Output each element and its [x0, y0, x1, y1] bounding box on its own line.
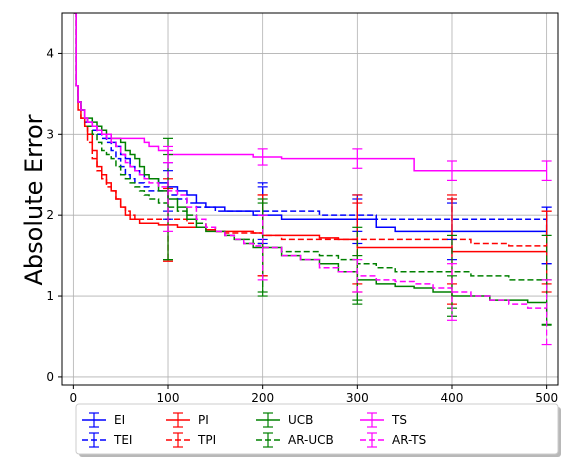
- x-tick-label: 200: [251, 391, 274, 405]
- series-line-ucb: [74, 13, 547, 304]
- x-tick-label: 0: [70, 391, 78, 405]
- legend-entry-tei: TEI: [82, 432, 132, 448]
- legend-label: UCB: [288, 413, 313, 427]
- y-tick-label: 2: [46, 208, 54, 222]
- axes-frame: [61, 12, 559, 386]
- y-tick-label: 1: [46, 289, 54, 303]
- legend-entry-ar-ucb: AR-UCB: [256, 432, 334, 448]
- x-tick-label: 100: [157, 391, 180, 405]
- errorbar-layer: [163, 137, 552, 346]
- series-line-ar-ts: [74, 13, 548, 313]
- y-tick-label: 3: [46, 127, 54, 141]
- legend-label: TEI: [113, 433, 132, 447]
- errorbar-ar-ts: [352, 259, 363, 293]
- x-tick-label: 500: [535, 391, 558, 405]
- legend-box: [75, 403, 559, 455]
- legend-entry-ts: TS: [360, 412, 407, 428]
- y-tick-label: 4: [46, 46, 54, 60]
- legend-entry-ar-ts: AR-TS: [360, 432, 426, 448]
- x-tick-label: 400: [441, 391, 464, 405]
- legend-label: TS: [391, 413, 407, 427]
- legend-label: TPI: [197, 433, 216, 447]
- y-axis-label: Absolute Error: [20, 114, 48, 285]
- errorbar-ar-ts: [163, 149, 174, 232]
- legend-entry-pi: PI: [166, 412, 209, 428]
- series-line-ar-ucb: [74, 13, 547, 281]
- errorbar-ts: [352, 148, 363, 169]
- errorbar-ts: [257, 148, 268, 166]
- series-line-ts: [74, 13, 547, 172]
- legend: EI TEI PI TPI UCB AR-UCB TS AR-TS: [75, 403, 561, 457]
- legend-label: AR-TS: [392, 433, 426, 447]
- legend-entry-ei: EI: [82, 412, 125, 428]
- series-line-tei: [74, 13, 548, 236]
- x-axis-ticks: 0 100 200 300 400 500: [70, 385, 558, 405]
- y-tick-label: 0: [46, 370, 54, 384]
- series-line-tpi: [74, 13, 548, 248]
- legend-label: PI: [198, 413, 209, 427]
- x-tick-label: 300: [346, 391, 369, 405]
- legend-entry-tpi: TPI: [166, 432, 216, 448]
- errorbar-ar-ts: [257, 214, 268, 281]
- errorbar-ts: [541, 160, 552, 181]
- y-axis-ticks: 0 1 2 3 4: [46, 46, 62, 384]
- errorbar-ar-ts: [541, 279, 552, 346]
- legend-entry-ucb: UCB: [256, 412, 313, 428]
- plot-area: [62, 13, 558, 385]
- errorbar-ar-ts: [446, 263, 457, 321]
- errorbar-ts: [446, 160, 457, 181]
- legend-label: EI: [114, 413, 125, 427]
- legend-label: AR-UCB: [288, 433, 334, 447]
